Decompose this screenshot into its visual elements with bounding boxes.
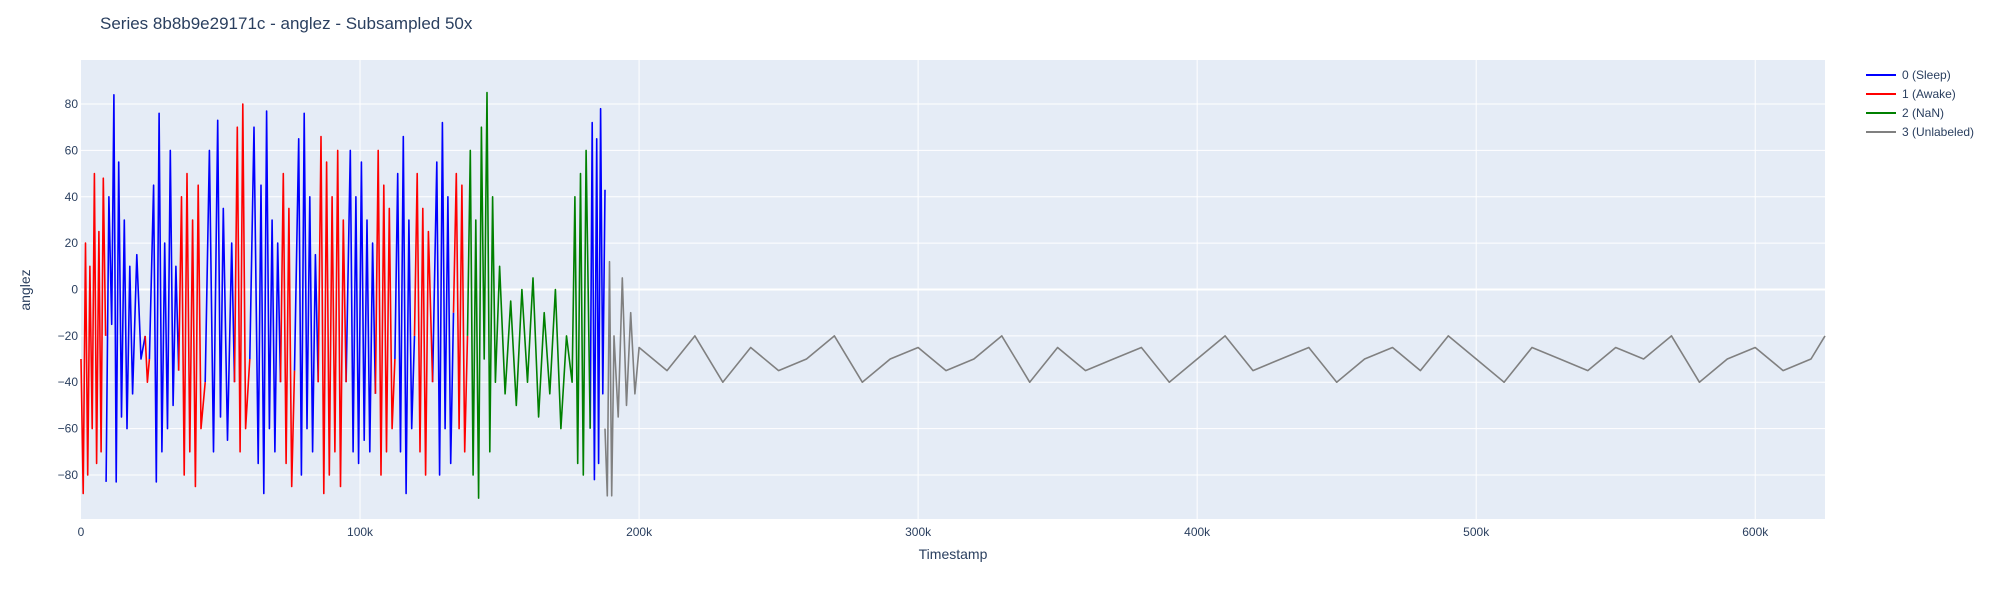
x-axis-ticks: 0 100k 200k 300k 400k 500k 600k <box>78 525 1770 539</box>
y-axis-ticks: −80 −60 −40 −20 0 20 40 60 80 <box>58 97 79 482</box>
series-line <box>317 135 347 495</box>
legend-label: 3 (Unlabeled) <box>1902 125 1974 139</box>
y-tick-label: −20 <box>58 329 79 343</box>
series-line <box>466 91 591 499</box>
series-line <box>431 121 455 476</box>
series-line <box>177 172 206 488</box>
legend: 0 (Sleep) 1 (Awake) 2 (NaN) 3 (Unlabeled) <box>1866 68 1974 139</box>
grid <box>81 60 1825 519</box>
series-1 <box>80 103 469 495</box>
legend-item[interactable]: 0 (Sleep) <box>1866 68 1951 82</box>
y-tick-label: 60 <box>65 143 79 157</box>
y-tick-label: −80 <box>58 468 79 482</box>
series-line <box>345 149 377 465</box>
series-layer <box>80 91 1826 499</box>
legend-label: 2 (NaN) <box>1902 106 1944 120</box>
series-line <box>204 119 236 453</box>
x-tick-label: 500k <box>1463 525 1490 539</box>
y-tick-label: −60 <box>58 422 79 436</box>
series-line <box>279 172 296 488</box>
legend-item[interactable]: 2 (NaN) <box>1866 106 1944 120</box>
series-line <box>293 112 319 476</box>
series-line <box>604 260 1826 497</box>
x-tick-label: 100k <box>347 525 374 539</box>
series-line <box>413 172 434 476</box>
y-tick-label: 40 <box>65 190 79 204</box>
x-tick-label: 300k <box>905 525 932 539</box>
series-line <box>249 110 282 495</box>
legend-item[interactable]: 3 (Unlabeled) <box>1866 125 1974 139</box>
series-line <box>105 94 146 483</box>
y-tick-label: 0 <box>71 283 78 297</box>
legend-label: 1 (Awake) <box>1902 87 1956 101</box>
legend-label: 0 (Sleep) <box>1902 68 1951 82</box>
series-line <box>144 335 151 384</box>
legend-item[interactable]: 1 (Awake) <box>1866 87 1956 101</box>
x-tick-label: 400k <box>1184 525 1211 539</box>
series-line <box>148 112 180 483</box>
series-2 <box>466 91 591 499</box>
y-tick-label: 20 <box>65 236 79 250</box>
x-tick-label: 0 <box>78 525 85 539</box>
x-axis-label: Timestamp <box>919 546 988 562</box>
series-line <box>452 172 469 453</box>
y-tick-label: 80 <box>65 97 79 111</box>
series-line <box>374 149 396 476</box>
y-axis-label: anglez <box>17 269 33 310</box>
series-line <box>394 135 416 495</box>
series-3 <box>604 260 1826 497</box>
x-tick-label: 600k <box>1742 525 1769 539</box>
series-line <box>233 103 251 453</box>
series-line <box>589 107 606 481</box>
series-0 <box>105 94 606 495</box>
y-tick-label: −40 <box>58 375 79 389</box>
x-tick-label: 200k <box>626 525 653 539</box>
chart-title: Series 8b8b9e29171c - anglez - Subsample… <box>100 14 473 33</box>
series-line <box>80 172 107 495</box>
